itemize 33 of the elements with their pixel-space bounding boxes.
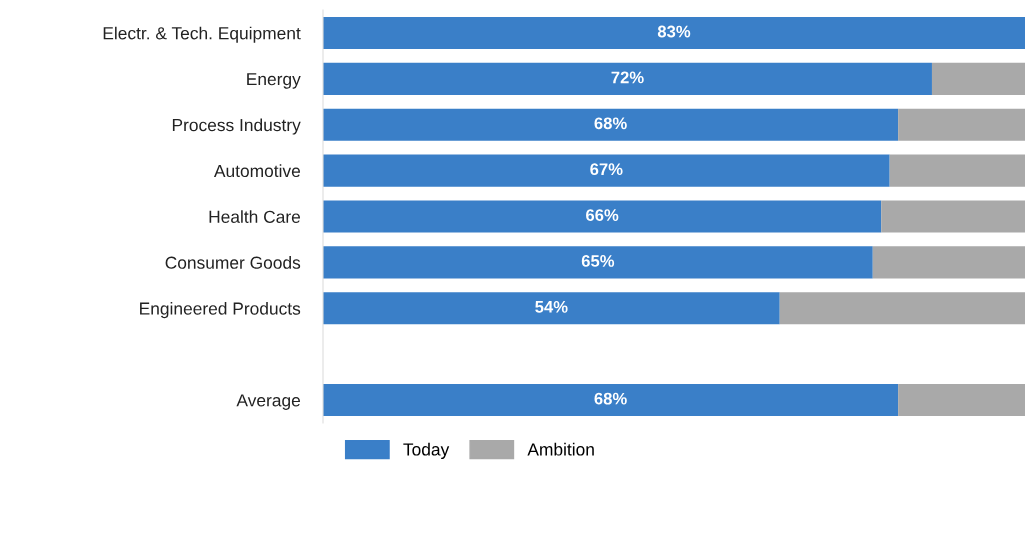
y-tick-label: Engineered Products [140, 301, 301, 319]
bar [779, 292, 1025, 325]
bar [323, 246, 873, 279]
y-tick-label: Process Industry [172, 118, 301, 135]
legend-label: Ambition [527, 442, 594, 456]
bar [889, 154, 1025, 187]
legend-label: Today [403, 442, 450, 460]
y-tick-label: Average [236, 394, 301, 410]
bar [323, 108, 899, 141]
bar [881, 200, 1025, 233]
data-label: 72% [611, 71, 644, 84]
data-label: 54% [535, 300, 568, 313]
data-label: 67% [590, 163, 623, 176]
bar [898, 108, 1025, 141]
bar [323, 292, 780, 325]
bar [323, 62, 932, 95]
bar [898, 383, 1025, 417]
y-tick-label: Automotive [213, 164, 301, 178]
bar [323, 154, 890, 187]
bar [872, 246, 1025, 279]
y-tick-label: Electr. & Tech. Equipment [103, 26, 301, 43]
data-label: 68% [594, 392, 627, 405]
data-label: 68% [594, 117, 627, 130]
bar [931, 62, 1025, 95]
data-label: 83% [657, 25, 691, 38]
y-tick-label: Energy [247, 73, 301, 89]
y-tick-label: Consumer Goods [165, 256, 301, 269]
data-label: 65% [581, 255, 615, 267]
y-tick-label: Health Care [209, 210, 301, 223]
data-label: 66% [586, 209, 619, 221]
bar [323, 16, 1025, 50]
bar [323, 383, 899, 417]
bar [323, 200, 882, 233]
